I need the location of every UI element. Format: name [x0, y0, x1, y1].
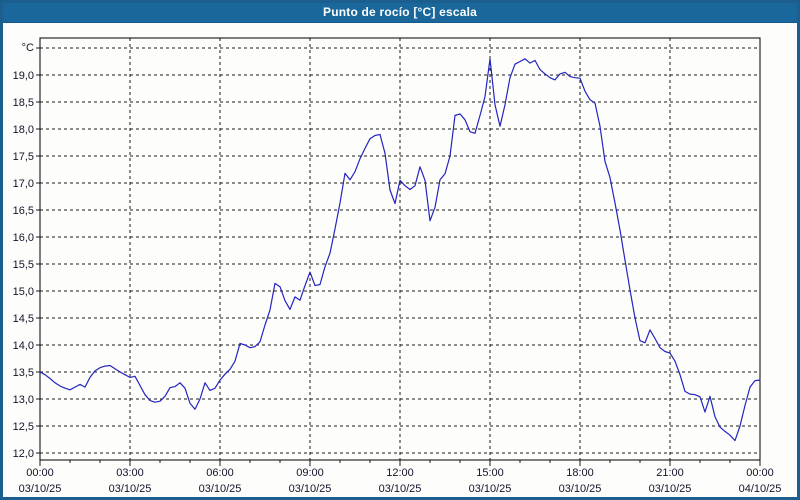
window-titlebar: Punto de rocío [°C] escala [3, 3, 797, 23]
svg-text:13,0: 13,0 [13, 394, 34, 406]
svg-text:09:00: 09:00 [296, 467, 324, 479]
svg-text:13,5: 13,5 [13, 367, 34, 379]
y-gridlines [36, 47, 760, 454]
svg-text:00:00: 00:00 [746, 467, 774, 479]
svg-text:18,5: 18,5 [13, 97, 34, 109]
dewpoint-line-chart: 12,0 12,5 13,0 13,5 14,0 14,5 15,0 15,5 16,0 16,5… [13, 37, 782, 495]
svg-text:19,0: 19,0 [13, 70, 34, 82]
y-tick-labels: 12,0 12,5 13,0 13,5 14,0 14,5 15,0 15,5 16,0 16,5… [13, 70, 34, 460]
svg-text:03/10/25: 03/10/25 [559, 483, 602, 495]
svg-text:17,0: 17,0 [13, 178, 34, 190]
x-gridlines [39, 38, 761, 466]
svg-text:12:00: 12:00 [386, 467, 414, 479]
svg-text:03:00: 03:00 [116, 467, 144, 479]
svg-text:14,0: 14,0 [13, 340, 34, 352]
svg-text:18,0: 18,0 [13, 124, 34, 136]
svg-text:17,5: 17,5 [13, 151, 34, 163]
svg-text:06:00: 06:00 [206, 467, 234, 479]
svg-text:12,0: 12,0 [13, 448, 34, 460]
plot-border [39, 37, 761, 461]
svg-text:16,0: 16,0 [13, 232, 34, 244]
svg-text:21:00: 21:00 [656, 467, 684, 479]
svg-text:15,5: 15,5 [13, 259, 34, 271]
svg-text:16,5: 16,5 [13, 205, 34, 217]
x-tick-labels: 00:00 03/10/25 03:00 03/10/25 06:00 03/10/25 0… [19, 467, 782, 495]
svg-text:15:00: 15:00 [476, 467, 504, 479]
svg-text:12,5: 12,5 [13, 421, 34, 433]
svg-text:03/10/25: 03/10/25 [379, 483, 422, 495]
window-title: Punto de rocío [°C] escala [322, 5, 478, 19]
svg-text:03/10/25: 03/10/25 [109, 483, 152, 495]
svg-text:03/10/25: 03/10/25 [19, 483, 62, 495]
svg-text:14,5: 14,5 [13, 313, 34, 325]
svg-text:18:00: 18:00 [566, 467, 594, 479]
series-line [39, 58, 761, 442]
svg-text:03/10/25: 03/10/25 [649, 483, 692, 495]
y-axis-unit-label: °C [22, 42, 34, 54]
svg-text:04/10/25: 04/10/25 [739, 483, 782, 495]
svg-text:03/10/25: 03/10/25 [199, 483, 242, 495]
svg-text:03/10/25: 03/10/25 [289, 483, 332, 495]
svg-text:15,0: 15,0 [13, 286, 34, 298]
svg-text:00:00: 00:00 [26, 467, 54, 479]
svg-text:03/10/25: 03/10/25 [469, 483, 512, 495]
